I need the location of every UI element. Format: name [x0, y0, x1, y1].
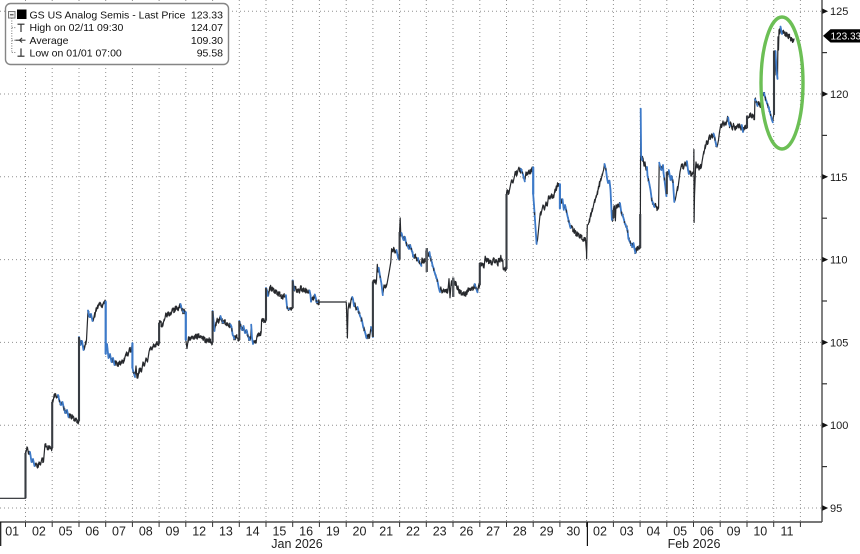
svg-text:06: 06 — [85, 525, 99, 539]
svg-text:12: 12 — [192, 525, 206, 539]
svg-text:100: 100 — [830, 420, 848, 432]
svg-text:GS US Analog Semis - Last Pric: GS US Analog Semis - Last Price — [30, 10, 186, 22]
svg-text:02: 02 — [593, 525, 607, 539]
svg-text:110: 110 — [830, 255, 848, 267]
svg-text:04: 04 — [646, 525, 660, 539]
svg-text:13: 13 — [219, 525, 233, 539]
svg-text:09: 09 — [727, 525, 741, 539]
svg-text:19: 19 — [326, 525, 340, 539]
svg-text:High on 02/11 09:30: High on 02/11 09:30 — [30, 22, 124, 34]
svg-text:09: 09 — [166, 525, 180, 539]
svg-text:125: 125 — [830, 6, 848, 18]
svg-text:05: 05 — [59, 525, 73, 539]
svg-text:95: 95 — [830, 503, 842, 515]
svg-text:123.33: 123.33 — [831, 32, 860, 43]
svg-text:120: 120 — [830, 89, 848, 101]
svg-text:21: 21 — [379, 525, 393, 539]
svg-text:123.33: 123.33 — [191, 10, 223, 22]
svg-text:26: 26 — [459, 525, 473, 539]
svg-text:Low on 01/01 07:00: Low on 01/01 07:00 — [30, 47, 122, 59]
svg-text:Jan 2026: Jan 2026 — [271, 537, 322, 549]
svg-text:Feb 2026: Feb 2026 — [668, 537, 721, 549]
svg-text:28: 28 — [513, 525, 527, 539]
svg-text:03: 03 — [620, 525, 634, 539]
svg-text:02: 02 — [32, 525, 46, 539]
svg-text:01: 01 — [5, 525, 19, 539]
svg-text:22: 22 — [406, 525, 420, 539]
svg-text:105: 105 — [830, 337, 848, 349]
svg-text:11: 11 — [781, 525, 794, 539]
svg-text:08: 08 — [139, 525, 153, 539]
svg-text:Average: Average — [30, 35, 69, 47]
svg-text:27: 27 — [486, 525, 500, 539]
svg-text:07: 07 — [112, 525, 126, 539]
svg-text:109.30: 109.30 — [191, 35, 223, 47]
svg-text:124.07: 124.07 — [191, 22, 223, 34]
svg-text:95.58: 95.58 — [197, 47, 223, 59]
svg-text:20: 20 — [353, 525, 367, 539]
svg-text:10: 10 — [753, 525, 767, 539]
svg-text:23: 23 — [433, 525, 447, 539]
svg-text:115: 115 — [830, 172, 848, 184]
svg-text:14: 14 — [246, 525, 260, 539]
svg-text:30: 30 — [566, 525, 580, 539]
svg-text:29: 29 — [540, 525, 554, 539]
